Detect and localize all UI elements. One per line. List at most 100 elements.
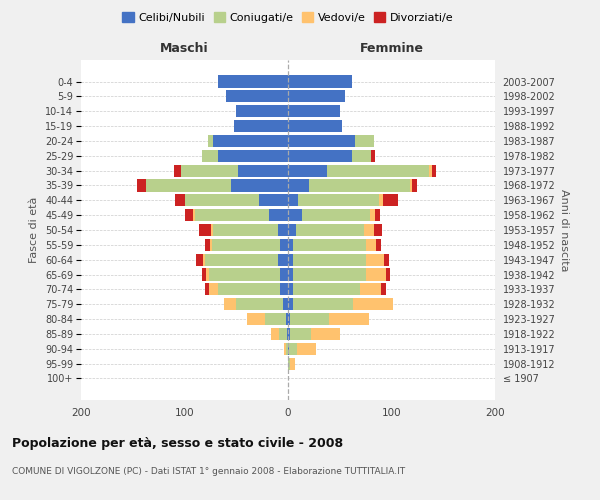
Bar xyxy=(205,254,278,266)
Bar xyxy=(329,313,369,325)
Bar xyxy=(278,224,288,236)
Bar xyxy=(185,209,193,221)
Bar xyxy=(185,194,259,206)
Bar xyxy=(181,164,238,176)
Bar xyxy=(205,284,209,296)
Bar xyxy=(218,284,280,296)
Bar xyxy=(328,164,429,176)
Bar xyxy=(193,209,195,221)
Bar xyxy=(293,268,365,280)
Bar xyxy=(236,105,288,118)
Bar xyxy=(284,342,286,355)
Bar xyxy=(278,328,287,340)
Bar xyxy=(226,90,288,102)
Text: Popolazione per età, sesso e stato civile - 2008: Popolazione per età, sesso e stato civil… xyxy=(12,438,343,450)
Bar xyxy=(288,298,293,310)
Bar xyxy=(432,164,436,176)
Bar xyxy=(288,224,296,236)
Bar xyxy=(288,120,342,132)
Bar xyxy=(375,209,380,221)
Bar xyxy=(288,150,352,162)
Bar xyxy=(288,105,340,118)
Bar xyxy=(286,342,288,355)
Bar xyxy=(202,150,218,162)
Bar xyxy=(269,209,288,221)
Bar xyxy=(288,328,290,340)
Bar xyxy=(288,209,302,221)
Bar xyxy=(205,239,211,251)
Bar xyxy=(288,268,293,280)
Bar xyxy=(386,268,391,280)
Bar xyxy=(298,342,316,355)
Bar xyxy=(286,313,288,325)
Bar xyxy=(293,239,365,251)
Bar xyxy=(355,135,374,147)
Bar xyxy=(174,164,181,176)
Bar xyxy=(231,180,288,192)
Bar xyxy=(365,268,386,280)
Bar xyxy=(412,180,418,192)
Text: COMUNE DI VIGOLZONE (PC) - Dati ISTAT 1° gennaio 2008 - Elaborazione TUTTITALIA.: COMUNE DI VIGOLZONE (PC) - Dati ISTAT 1°… xyxy=(12,468,405,476)
Bar xyxy=(353,298,392,310)
Bar xyxy=(287,328,288,340)
Bar xyxy=(410,180,412,192)
Bar xyxy=(374,224,382,236)
Bar xyxy=(289,342,298,355)
Bar xyxy=(195,209,269,221)
Bar xyxy=(202,268,206,280)
Y-axis label: Fasce di età: Fasce di età xyxy=(29,197,40,263)
Legend: Celibi/Nubili, Coniugati/e, Vedovi/e, Divorziati/e: Celibi/Nubili, Coniugati/e, Vedovi/e, Di… xyxy=(118,8,458,28)
Bar xyxy=(280,268,288,280)
Bar xyxy=(288,239,293,251)
Bar xyxy=(288,313,290,325)
Bar xyxy=(311,328,340,340)
Bar xyxy=(288,194,298,206)
Bar xyxy=(214,135,288,147)
Text: Maschi: Maschi xyxy=(160,42,209,55)
Bar xyxy=(384,254,389,266)
Bar xyxy=(302,209,370,221)
Bar xyxy=(364,224,374,236)
Bar xyxy=(265,313,286,325)
Bar xyxy=(236,298,283,310)
Bar xyxy=(211,224,214,236)
Bar xyxy=(288,342,289,355)
Bar xyxy=(370,209,375,221)
Bar xyxy=(214,224,278,236)
Bar xyxy=(137,180,146,192)
Bar xyxy=(383,194,398,206)
Bar xyxy=(203,254,205,266)
Bar xyxy=(278,254,288,266)
Bar xyxy=(309,180,410,192)
Bar xyxy=(381,284,386,296)
Bar xyxy=(361,284,381,296)
Bar xyxy=(211,239,212,251)
Y-axis label: Anni di nascita: Anni di nascita xyxy=(559,188,569,271)
Bar xyxy=(429,164,432,176)
Bar xyxy=(288,135,355,147)
Bar xyxy=(212,239,280,251)
Bar xyxy=(376,239,381,251)
Bar xyxy=(288,284,293,296)
Bar xyxy=(199,224,211,236)
Bar xyxy=(379,194,383,206)
Bar xyxy=(208,135,214,147)
Bar xyxy=(196,254,203,266)
Bar xyxy=(296,224,364,236)
Bar xyxy=(234,120,288,132)
Bar xyxy=(288,358,290,370)
Bar xyxy=(218,150,288,162)
Text: Femmine: Femmine xyxy=(359,42,424,55)
Bar xyxy=(247,313,265,325)
Bar xyxy=(209,268,280,280)
Bar xyxy=(146,180,231,192)
Bar xyxy=(293,298,353,310)
Bar xyxy=(280,239,288,251)
Bar xyxy=(280,284,288,296)
Bar xyxy=(290,313,329,325)
Bar xyxy=(209,284,218,296)
Bar xyxy=(293,284,361,296)
Bar xyxy=(288,254,293,266)
Bar xyxy=(259,194,288,206)
Bar xyxy=(206,268,209,280)
